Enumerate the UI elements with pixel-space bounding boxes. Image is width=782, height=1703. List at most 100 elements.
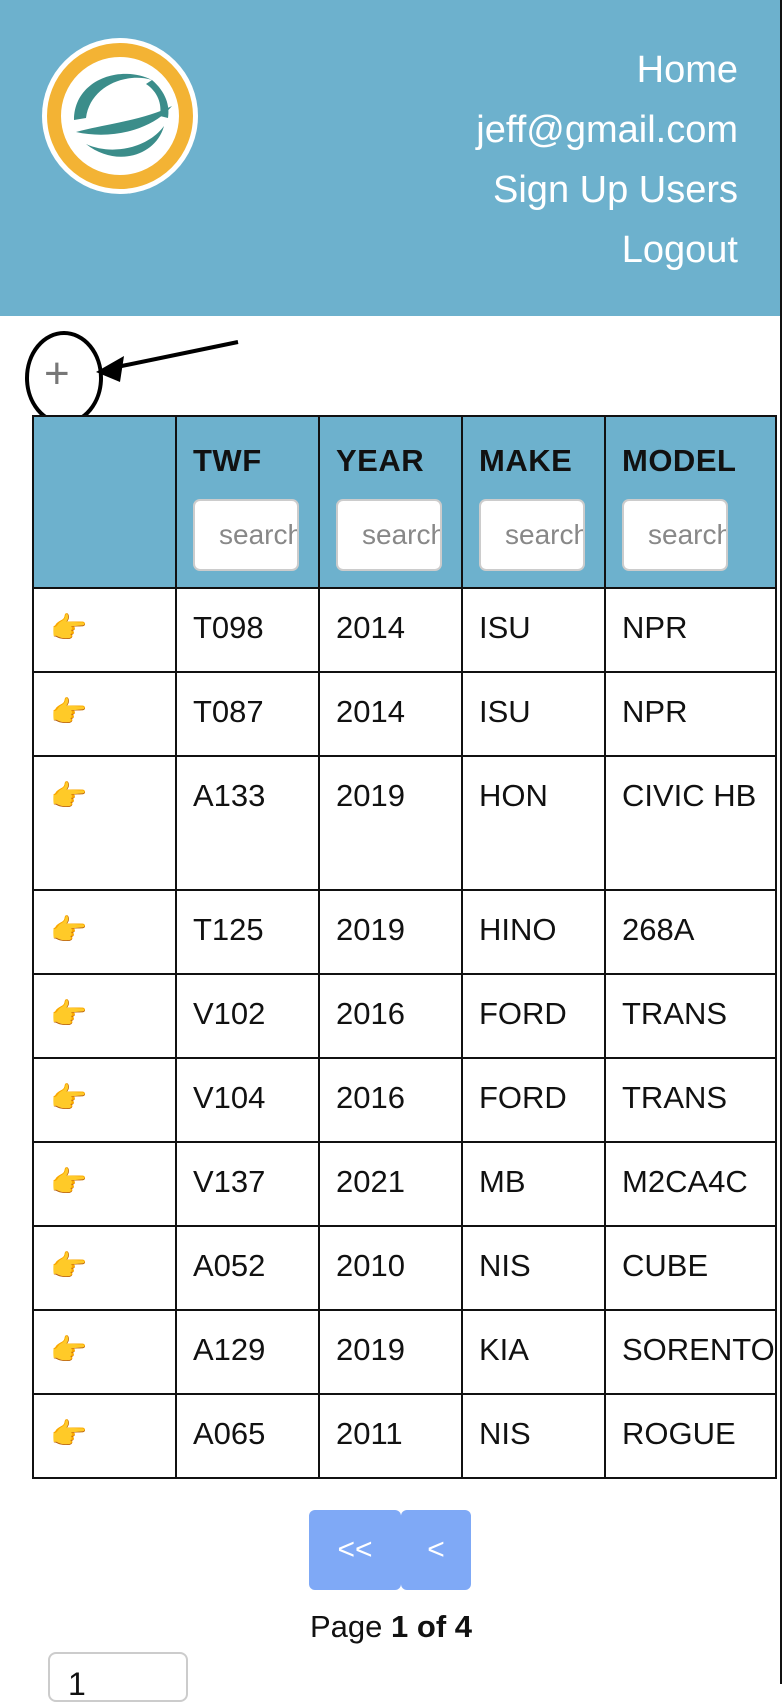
cell-make: MB [461,1141,606,1227]
cell-twf: A065 [175,1393,320,1479]
cell-year: 2014 [318,671,463,757]
nav-sign-up-users-link[interactable]: Sign Up Users [493,169,738,211]
pointing-hand-icon[interactable]: 👉 [50,1334,88,1367]
row-action-cell: 👉 [32,671,177,757]
column-header-year: YEAR [318,415,463,589]
first-page-button[interactable]: << [309,1510,401,1590]
pointing-hand-icon[interactable]: 👉 [50,914,88,947]
table-row: 👉 T087 2014 ISU NPR [32,671,777,757]
cell-model: M2CA4C [604,1141,777,1227]
table-row: 👉 V102 2016 FORD TRANS [32,973,777,1059]
app-header: Home jeff@gmail.com Sign Up Users Logout [0,0,780,316]
pointing-hand-icon[interactable]: 👉 [50,612,88,645]
table-row: 👉 T125 2019 HINO 268A [32,889,777,975]
main-nav: Home jeff@gmail.com Sign Up Users Logout [476,40,738,280]
cell-twf: V104 [175,1057,320,1143]
column-label-year: YEAR [336,443,425,478]
cell-make: NIS [461,1393,606,1479]
column-header-model: MODEL [604,415,777,589]
row-action-cell: 👉 [32,755,177,891]
page-indicator: Page 1 of 4 [0,1609,782,1645]
cell-year: 2019 [318,889,463,975]
table-row: 👉 A052 2010 NIS CUBE [32,1225,777,1311]
page-status: 1 of 4 [391,1609,472,1644]
pointing-hand-icon[interactable]: 👉 [50,1250,88,1283]
cell-make: HON [461,755,606,891]
cell-model: TRANS [604,973,777,1059]
cell-year: 2021 [318,1141,463,1227]
row-action-cell: 👉 [32,587,177,673]
vehicle-table: TWF YEAR MAKE MODEL 👉 T098 2014 ISU NPR [32,415,777,1479]
cell-year: 2016 [318,973,463,1059]
add-button[interactable]: + [44,349,70,398]
cell-make: FORD [461,973,606,1059]
column-header-make: MAKE [461,415,606,589]
prev-page-button[interactable]: < [401,1510,471,1590]
table-row: 👉 A129 2019 KIA SORENTO [32,1309,777,1395]
column-label-twf: TWF [193,443,262,478]
column-header-twf: TWF [175,415,320,589]
pointing-hand-icon[interactable]: 👉 [50,696,88,729]
cell-twf: T125 [175,889,320,975]
add-button-wrapper: + [26,334,102,424]
search-input-twf[interactable] [193,499,299,571]
table-row: 👉 T098 2014 ISU NPR [32,587,777,673]
pointing-hand-icon[interactable]: 👉 [50,780,88,813]
row-action-cell: 👉 [32,1141,177,1227]
cell-twf: T087 [175,671,320,757]
cell-twf: A133 [175,755,320,891]
page-word: Page [310,1609,383,1644]
table-row: 👉 A133 2019 HON CIVIC HB [32,755,777,891]
cell-year: 2011 [318,1393,463,1479]
logo-icon [42,38,198,194]
pointing-hand-icon[interactable]: 👉 [50,1418,88,1451]
cell-twf: A129 [175,1309,320,1395]
cell-twf: A052 [175,1225,320,1311]
page-number-input[interactable]: 1 [48,1652,188,1702]
table-row: 👉 V137 2021 MB M2CA4C [32,1141,777,1227]
cell-model: NPR [604,671,777,757]
cell-make: ISU [461,587,606,673]
table-row: 👉 A065 2011 NIS ROGUE [32,1393,777,1479]
column-label-model: MODEL [622,443,737,478]
cell-model: SORENTO [604,1309,777,1395]
column-label-make: MAKE [479,443,573,478]
search-input-make[interactable] [479,499,585,571]
cell-make: FORD [461,1057,606,1143]
cell-model: 268A [604,889,777,975]
row-action-cell: 👉 [32,1309,177,1395]
window-edge [780,0,782,1684]
annotation-arrow [111,340,239,370]
cell-twf: V102 [175,973,320,1059]
cell-make: NIS [461,1225,606,1311]
row-action-cell: 👉 [32,1225,177,1311]
cell-make: KIA [461,1309,606,1395]
cell-model: NPR [604,587,777,673]
row-action-cell: 👉 [32,889,177,975]
cell-make: HINO [461,889,606,975]
cell-twf: V137 [175,1141,320,1227]
nav-home-link[interactable]: Home [636,49,738,91]
cell-model: CUBE [604,1225,777,1311]
cell-twf: T098 [175,587,320,673]
cell-model: CIVIC HB [604,755,777,891]
row-action-cell: 👉 [32,973,177,1059]
cell-year: 2016 [318,1057,463,1143]
pointing-hand-icon[interactable]: 👉 [50,1166,88,1199]
pointing-hand-icon[interactable]: 👉 [50,1082,88,1115]
search-input-year[interactable] [336,499,442,571]
search-input-model[interactable] [622,499,728,571]
cell-year: 2019 [318,755,463,891]
cell-year: 2010 [318,1225,463,1311]
table-row: 👉 V104 2016 FORD TRANS [32,1057,777,1143]
nav-user-email-link[interactable]: jeff@gmail.com [476,109,738,151]
table-header-row: TWF YEAR MAKE MODEL [32,415,777,589]
cell-model: TRANS [604,1057,777,1143]
cell-year: 2014 [318,587,463,673]
row-action-cell: 👉 [32,1393,177,1479]
row-action-cell: 👉 [32,1057,177,1143]
nav-logout-link[interactable]: Logout [621,229,738,271]
cell-model: ROGUE [604,1393,777,1479]
pagination-controls: << < [309,1510,471,1590]
pointing-hand-icon[interactable]: 👉 [50,998,88,1031]
